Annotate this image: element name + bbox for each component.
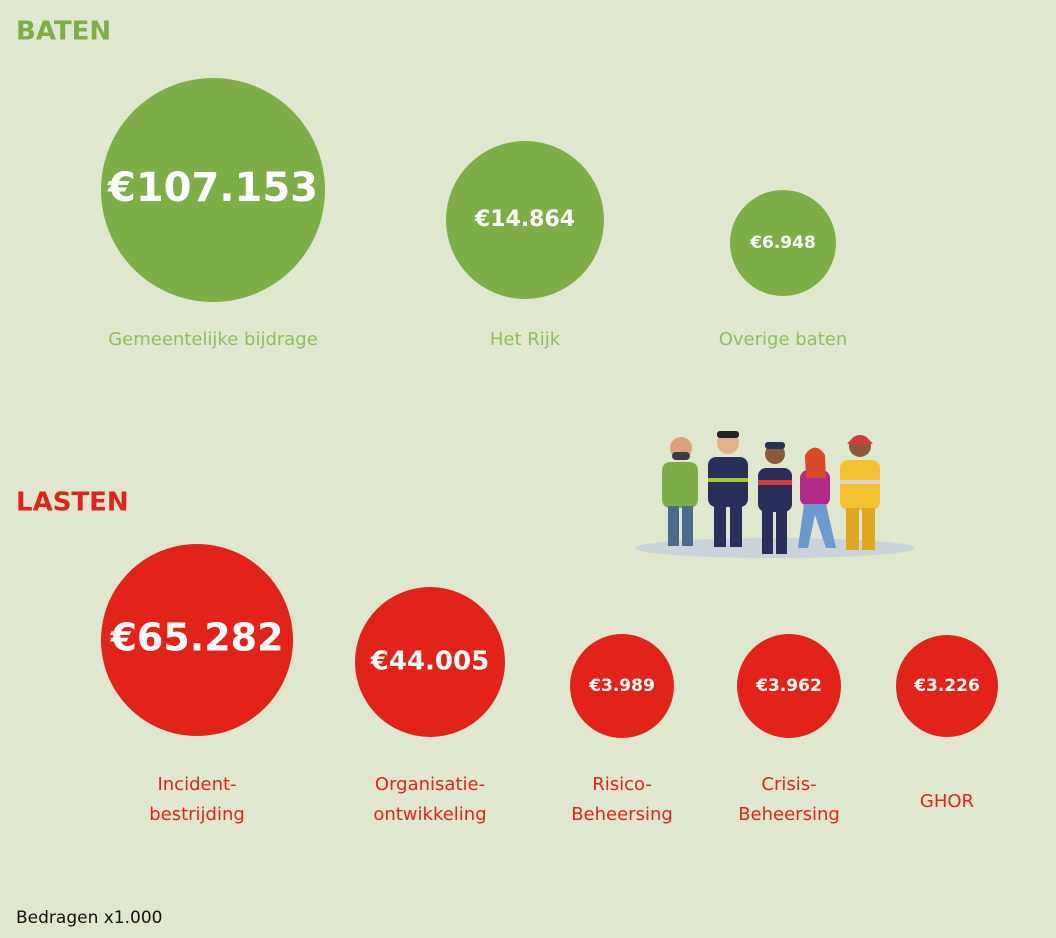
baten-title: BATEN <box>16 17 111 47</box>
item-label: Overige baten <box>719 329 848 350</box>
amount: €3.989 <box>588 676 655 696</box>
item-label: GHOR <box>920 791 974 812</box>
amount-circle <box>737 634 841 738</box>
amount: €44.005 <box>370 647 489 677</box>
amount-circle <box>896 635 998 737</box>
amount-circle <box>446 141 604 299</box>
item-label: Risico- <box>592 774 652 795</box>
amount-circle <box>101 78 325 302</box>
item-label: bestrijding <box>149 804 245 825</box>
amount-circle <box>730 190 836 296</box>
item-label: Gemeentelijke bijdrage <box>108 329 318 350</box>
footnote: Bedragen x1.000 <box>16 908 162 928</box>
item-label: Beheersing <box>571 804 673 825</box>
people-illustration <box>635 431 915 558</box>
item-label: ontwikkeling <box>373 804 486 825</box>
amount-circle <box>101 544 293 736</box>
item-label: Incident- <box>157 774 236 795</box>
amount-circle <box>355 587 505 737</box>
item-label: Crisis- <box>761 774 816 795</box>
amount: €6.948 <box>749 233 816 253</box>
amount: €65.282 <box>109 616 283 660</box>
item-label: Organisatie- <box>375 774 485 795</box>
amount-circle <box>570 634 674 738</box>
item-label: Beheersing <box>738 804 840 825</box>
amount: €14.864 <box>474 207 575 232</box>
amount: €3.962 <box>755 676 822 696</box>
amount: €107.153 <box>107 165 318 211</box>
item-label: Het Rijk <box>490 329 561 350</box>
amount: €3.226 <box>913 676 980 696</box>
lasten-title: LASTEN <box>16 488 129 518</box>
